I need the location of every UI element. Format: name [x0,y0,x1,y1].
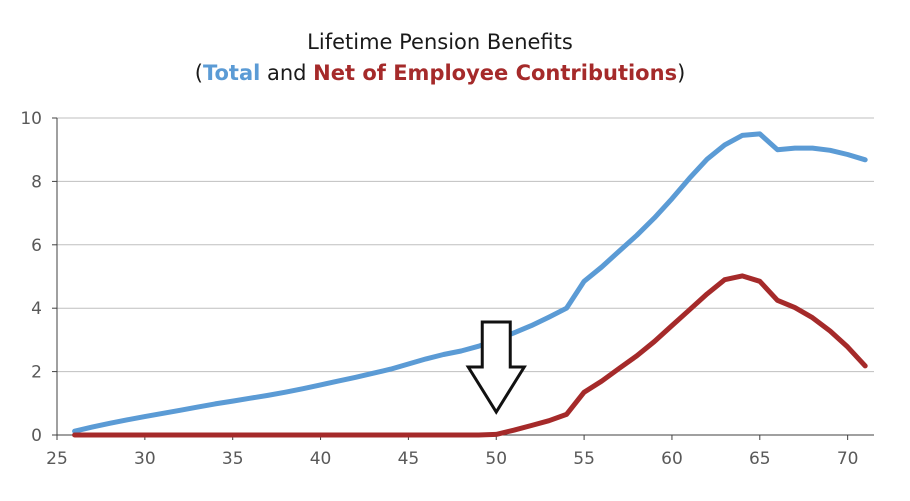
x-tick-label: 25 [46,449,68,469]
y-tick-label: 8 [31,172,42,192]
x-tick-label: 70 [837,449,859,469]
chart-title: Lifetime Pension Benefits [307,30,573,54]
down-arrow-icon [465,320,527,415]
y-tick-label: 6 [31,236,42,256]
y-tick-labels: 0 2 4 6 8 10 [20,109,57,446]
chart-subtitle: (Total and Net of Employee Contributions… [195,61,686,85]
x-tick-label: 65 [749,449,771,469]
x-tick-label: 35 [222,449,244,469]
y-tick-label: 10 [20,109,42,129]
x-tick-label: 45 [398,449,420,469]
x-tick-label: 40 [310,449,332,469]
y-tick-label: 2 [31,363,42,383]
x-tick-labels: 25 30 35 40 45 50 55 60 65 70 [46,435,858,469]
subtitle-net: Net of Employee Contributions [313,61,677,85]
series-line-total [72,131,868,434]
annotation-arrow [465,320,527,415]
x-tick-label: 55 [573,449,595,469]
x-tick-label: 60 [661,449,683,469]
y-tick-label: 0 [31,426,42,446]
grid-lines [57,117,874,373]
y-tick-label: 4 [31,299,42,319]
subtitle-close: ) [677,61,685,85]
series-line-net [72,273,868,438]
series-lines [72,131,868,438]
subtitle-total: Total [203,61,260,85]
subtitle-open: ( [195,61,203,85]
x-tick-label: 50 [485,449,507,469]
subtitle-and: and [260,61,313,85]
x-tick-label: 30 [134,449,156,469]
